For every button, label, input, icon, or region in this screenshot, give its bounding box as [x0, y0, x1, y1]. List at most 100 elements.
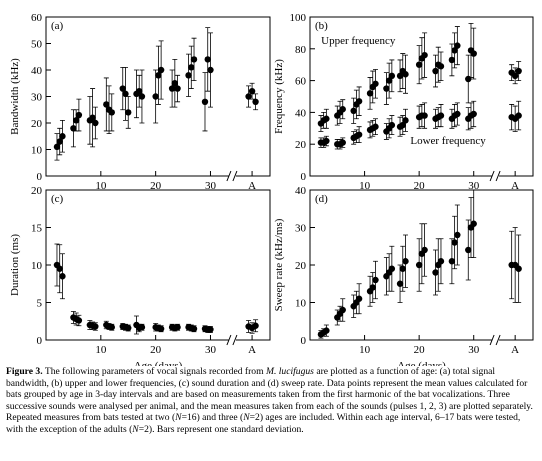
data-point	[155, 72, 162, 79]
plot-frame	[309, 16, 534, 177]
data-point	[415, 61, 423, 68]
data-point	[402, 258, 409, 265]
data-point	[245, 93, 252, 100]
data-point	[108, 109, 115, 116]
data-point	[399, 265, 406, 272]
caption-n: N	[243, 412, 250, 424]
data-point	[190, 325, 198, 332]
data-point	[168, 85, 176, 92]
panel-label: (c)	[51, 193, 64, 205]
y-tick-label: 20	[31, 185, 43, 197]
data-point	[402, 71, 409, 78]
data-point	[421, 246, 428, 254]
data-point	[388, 265, 396, 272]
data-point	[207, 326, 214, 333]
y-tick-label: 10	[31, 145, 43, 157]
data-point	[138, 324, 146, 331]
caption-text: =2). Bars represent one standard deviati…	[138, 423, 304, 435]
data-point	[470, 220, 477, 227]
series-label: Upper frequency	[321, 35, 396, 47]
caption-text: =2) ages are included. Within each age i…	[6, 412, 521, 435]
data-point	[157, 325, 165, 332]
series-label: Lower frequency	[410, 135, 486, 147]
data-point	[56, 138, 63, 145]
axis-break	[489, 170, 495, 182]
data-point	[432, 67, 439, 75]
data-point	[188, 64, 195, 71]
y-tick-label: 20	[31, 118, 43, 130]
axis-break	[226, 170, 232, 182]
data-point	[89, 114, 96, 121]
data-point	[465, 75, 472, 83]
x-tick-label: 20	[150, 180, 162, 192]
caption-n: N	[132, 423, 139, 435]
data-point	[437, 112, 445, 119]
data-point	[421, 51, 428, 59]
axis-break	[489, 334, 495, 346]
axis-break	[226, 334, 232, 346]
y-tick-label: 80	[295, 44, 307, 56]
data-point	[432, 269, 439, 276]
x-tick-label: 30	[205, 344, 217, 356]
y-tick-label: 30	[295, 223, 307, 235]
data-point	[339, 306, 346, 314]
data-point	[53, 143, 61, 151]
data-point	[383, 85, 390, 92]
data-point	[448, 258, 456, 265]
data-point	[59, 273, 66, 280]
data-point	[515, 265, 522, 272]
x-tick-label: 10	[95, 180, 107, 192]
data-point	[388, 121, 396, 129]
data-point	[323, 115, 330, 122]
data-point	[437, 258, 445, 265]
data-point	[125, 109, 132, 116]
data-point	[339, 106, 346, 113]
data-point	[388, 72, 396, 80]
y-tick-label: 40	[295, 107, 307, 119]
y-axis-label: Duration (ms)	[9, 234, 21, 296]
data-point	[372, 276, 379, 284]
data-point	[56, 265, 63, 272]
axis-break-gap	[228, 338, 236, 342]
data-point	[185, 72, 192, 79]
data-point	[152, 93, 159, 100]
data-point	[171, 80, 179, 87]
x-tick-label: 30	[205, 180, 217, 192]
y-tick-label: 5	[37, 298, 43, 310]
data-point	[252, 322, 259, 329]
caption-text: The following parameters of vocal signal…	[42, 366, 266, 377]
x-tick-label: 10	[359, 180, 371, 192]
data-point	[248, 88, 256, 95]
data-point	[421, 112, 428, 119]
y-tick-label: 0	[301, 335, 307, 347]
panel-label: (d)	[315, 193, 328, 205]
data-point	[511, 72, 519, 80]
panel-label: (a)	[51, 20, 64, 32]
axis-break-gap	[492, 338, 500, 342]
data-point	[339, 139, 346, 146]
data-point	[201, 98, 209, 106]
axis-break	[232, 170, 238, 182]
data-point	[355, 295, 363, 302]
data-point	[323, 137, 330, 145]
data-point	[119, 85, 126, 92]
data-point	[92, 119, 99, 127]
y-tick-label: 0	[301, 171, 307, 183]
data-point	[323, 327, 330, 334]
x-tick-label: A	[248, 344, 256, 356]
caption: Figure 3. The following parameters of vo…	[6, 366, 536, 436]
y-tick-label: 40	[31, 65, 43, 77]
y-tick-label: 40	[295, 185, 307, 197]
axis-break-gap	[492, 174, 500, 178]
data-point	[108, 324, 115, 331]
y-tick-label: 0	[37, 335, 43, 347]
x-tick-label: 30	[468, 344, 480, 356]
data-point	[437, 63, 445, 70]
data-point	[451, 239, 458, 246]
data-point	[515, 67, 522, 75]
x-tick-label: 20	[150, 344, 162, 356]
caption-text: =16) and three (	[181, 412, 244, 424]
y-tick-label: 30	[31, 92, 43, 104]
data-point	[451, 47, 458, 54]
